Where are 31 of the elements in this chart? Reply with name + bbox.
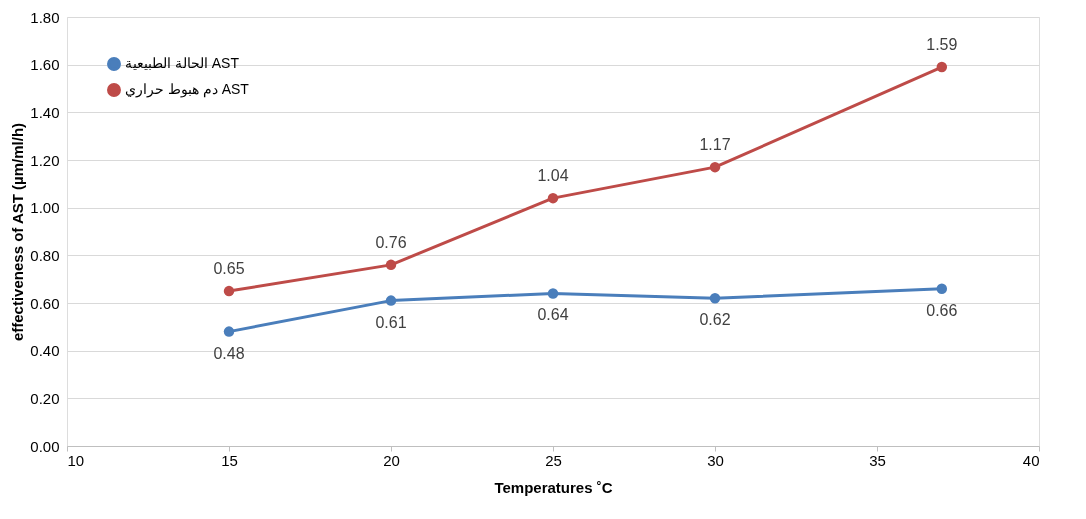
y-tick-label: 0.80 [30,246,60,264]
data-label: 0.61 [375,313,407,331]
y-tick-label: 1.40 [30,103,60,121]
x-tick-label: 10 [67,451,85,469]
y-tick-label: 0.20 [30,389,60,407]
data-label: 0.76 [375,233,407,251]
data-label: 0.48 [213,344,245,362]
y-tick-label: 1.80 [30,8,60,26]
x-tick-label: 35 [869,451,886,469]
x-tick-label: 25 [545,451,562,469]
data-label: 1.59 [926,36,958,54]
y-tick-label: 0.40 [30,342,60,360]
data-label: 0.66 [926,301,958,319]
x-tick-label: 15 [221,451,238,469]
y-tick-label: 0.00 [30,437,60,455]
legend-label: الحالة الطبيعية AST [125,55,240,71]
x-axis-title: Temperatures ˚C [494,478,613,496]
y-tick-label: 1.20 [30,151,60,169]
legend-label: دم هبوط حراري AST [125,81,250,98]
y-tick-label: 0.60 [30,294,60,312]
data-label: 1.04 [537,167,569,185]
data-label: 0.62 [699,311,731,329]
y-axis-title: effectiveness of AST (µm/ml/h) [9,122,27,342]
x-tick-label: 30 [707,451,724,469]
data-label: 0.65 [213,260,245,278]
data-label: 0.64 [537,306,569,324]
x-tick-label: 40 [1022,451,1040,469]
y-tick-label: 1.00 [30,199,60,217]
y-tick-label: 1.60 [30,56,60,74]
x-tick-label: 20 [383,451,400,469]
data-label: 1.17 [699,136,731,154]
